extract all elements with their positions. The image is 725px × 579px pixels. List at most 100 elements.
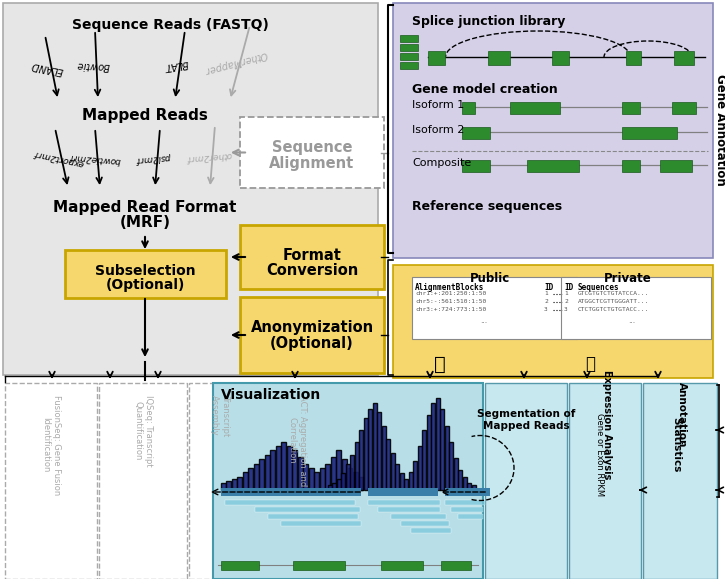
- Text: Splice junction library: Splice junction library: [412, 15, 566, 28]
- FancyBboxPatch shape: [232, 479, 237, 490]
- FancyBboxPatch shape: [510, 102, 560, 114]
- FancyBboxPatch shape: [400, 35, 418, 42]
- FancyBboxPatch shape: [400, 62, 418, 69]
- Text: ...: ...: [629, 316, 636, 325]
- FancyBboxPatch shape: [5, 383, 97, 579]
- FancyBboxPatch shape: [226, 481, 231, 490]
- FancyBboxPatch shape: [462, 127, 490, 139]
- Text: Visualization: Visualization: [221, 388, 321, 402]
- FancyBboxPatch shape: [382, 426, 386, 490]
- Text: chr1:+:201:250:1:50: chr1:+:201:250:1:50: [415, 291, 486, 296]
- FancyBboxPatch shape: [441, 409, 444, 490]
- Text: FusionSeq: Gene Fusion
Identification: FusionSeq: Gene Fusion Identification: [41, 395, 61, 495]
- FancyBboxPatch shape: [368, 488, 438, 496]
- FancyBboxPatch shape: [423, 430, 426, 490]
- FancyBboxPatch shape: [213, 383, 483, 579]
- FancyBboxPatch shape: [412, 277, 577, 339]
- Text: Mapped Read Format: Mapped Read Format: [54, 200, 236, 215]
- Text: ID: ID: [564, 283, 573, 292]
- Text: ACT: Aggregation and
Correlation: ACT: Aggregation and Correlation: [287, 395, 307, 486]
- FancyBboxPatch shape: [265, 455, 270, 490]
- FancyBboxPatch shape: [221, 483, 226, 490]
- FancyBboxPatch shape: [401, 521, 449, 526]
- Text: AlignmentBlocks: AlignmentBlocks: [415, 283, 484, 292]
- FancyBboxPatch shape: [281, 442, 286, 490]
- Text: other2mrf: other2mrf: [186, 150, 233, 163]
- FancyBboxPatch shape: [674, 51, 694, 65]
- Text: Conversion: Conversion: [266, 263, 358, 278]
- FancyBboxPatch shape: [336, 450, 341, 490]
- FancyBboxPatch shape: [347, 468, 352, 490]
- Text: psl2mrf: psl2mrf: [137, 152, 172, 164]
- Text: 🔒: 🔒: [585, 355, 595, 373]
- FancyBboxPatch shape: [240, 225, 384, 289]
- FancyBboxPatch shape: [346, 464, 350, 490]
- FancyBboxPatch shape: [3, 3, 378, 375]
- FancyBboxPatch shape: [458, 514, 483, 519]
- FancyBboxPatch shape: [350, 455, 355, 490]
- Text: Isoform 2: Isoform 2: [412, 125, 465, 135]
- Text: Composite: Composite: [412, 158, 471, 168]
- FancyBboxPatch shape: [255, 507, 360, 512]
- Text: Statistics: Statistics: [671, 417, 681, 472]
- FancyBboxPatch shape: [391, 514, 446, 519]
- FancyBboxPatch shape: [293, 561, 345, 570]
- Text: 2: 2: [544, 299, 548, 304]
- Text: chr5:-:561:510:1:50: chr5:-:561:510:1:50: [415, 299, 486, 304]
- FancyBboxPatch shape: [260, 459, 265, 490]
- FancyBboxPatch shape: [358, 477, 363, 490]
- FancyBboxPatch shape: [333, 483, 336, 490]
- FancyBboxPatch shape: [660, 160, 692, 172]
- Text: ...: ...: [481, 316, 487, 325]
- FancyBboxPatch shape: [428, 51, 445, 65]
- Text: Sequence Reads (FASTQ): Sequence Reads (FASTQ): [72, 18, 268, 32]
- FancyBboxPatch shape: [451, 507, 483, 512]
- Text: Private: Private: [604, 272, 652, 285]
- FancyBboxPatch shape: [488, 51, 510, 65]
- FancyBboxPatch shape: [240, 117, 384, 188]
- FancyBboxPatch shape: [337, 479, 341, 490]
- Text: Transcript
Assembly: Transcript Assembly: [210, 395, 230, 436]
- Text: 🔓: 🔓: [434, 355, 446, 374]
- FancyBboxPatch shape: [431, 402, 436, 490]
- FancyBboxPatch shape: [353, 472, 358, 490]
- Text: Isoform 1: Isoform 1: [412, 100, 464, 110]
- Text: BLAT: BLAT: [163, 58, 188, 72]
- FancyBboxPatch shape: [672, 102, 696, 114]
- FancyBboxPatch shape: [400, 44, 418, 51]
- FancyBboxPatch shape: [393, 3, 713, 258]
- FancyBboxPatch shape: [368, 500, 440, 505]
- Text: Gene Annotation: Gene Annotation: [715, 74, 725, 186]
- FancyBboxPatch shape: [561, 277, 711, 339]
- Text: ELAND: ELAND: [30, 60, 65, 76]
- FancyBboxPatch shape: [342, 459, 347, 490]
- FancyBboxPatch shape: [378, 412, 381, 490]
- FancyBboxPatch shape: [364, 418, 368, 490]
- FancyBboxPatch shape: [445, 426, 449, 490]
- FancyBboxPatch shape: [238, 477, 242, 490]
- FancyBboxPatch shape: [427, 415, 431, 490]
- FancyBboxPatch shape: [622, 160, 640, 172]
- FancyBboxPatch shape: [287, 446, 292, 490]
- FancyBboxPatch shape: [391, 453, 395, 490]
- Text: Subselection: Subselection: [95, 264, 195, 278]
- FancyBboxPatch shape: [281, 521, 361, 526]
- FancyBboxPatch shape: [253, 383, 341, 579]
- Text: Sequences: Sequences: [578, 283, 620, 292]
- Text: Gene or Exon RPKM: Gene or Exon RPKM: [595, 413, 605, 497]
- Text: Anonymization: Anonymization: [250, 320, 373, 335]
- Text: CTCTGGTCTGTGTACC...: CTCTGGTCTGTGTACC...: [578, 307, 650, 312]
- Text: export2mrf: export2mrf: [33, 148, 84, 168]
- FancyBboxPatch shape: [331, 457, 336, 490]
- FancyBboxPatch shape: [368, 409, 373, 490]
- Text: 1: 1: [564, 291, 568, 296]
- Text: Alignment: Alignment: [270, 156, 355, 171]
- Text: 3: 3: [544, 307, 548, 312]
- Text: (MRF): (MRF): [120, 215, 170, 230]
- FancyBboxPatch shape: [527, 160, 579, 172]
- Text: Public: Public: [470, 272, 510, 285]
- FancyBboxPatch shape: [405, 479, 408, 490]
- Text: (Optional): (Optional): [105, 278, 185, 292]
- FancyBboxPatch shape: [386, 439, 391, 490]
- FancyBboxPatch shape: [643, 383, 717, 579]
